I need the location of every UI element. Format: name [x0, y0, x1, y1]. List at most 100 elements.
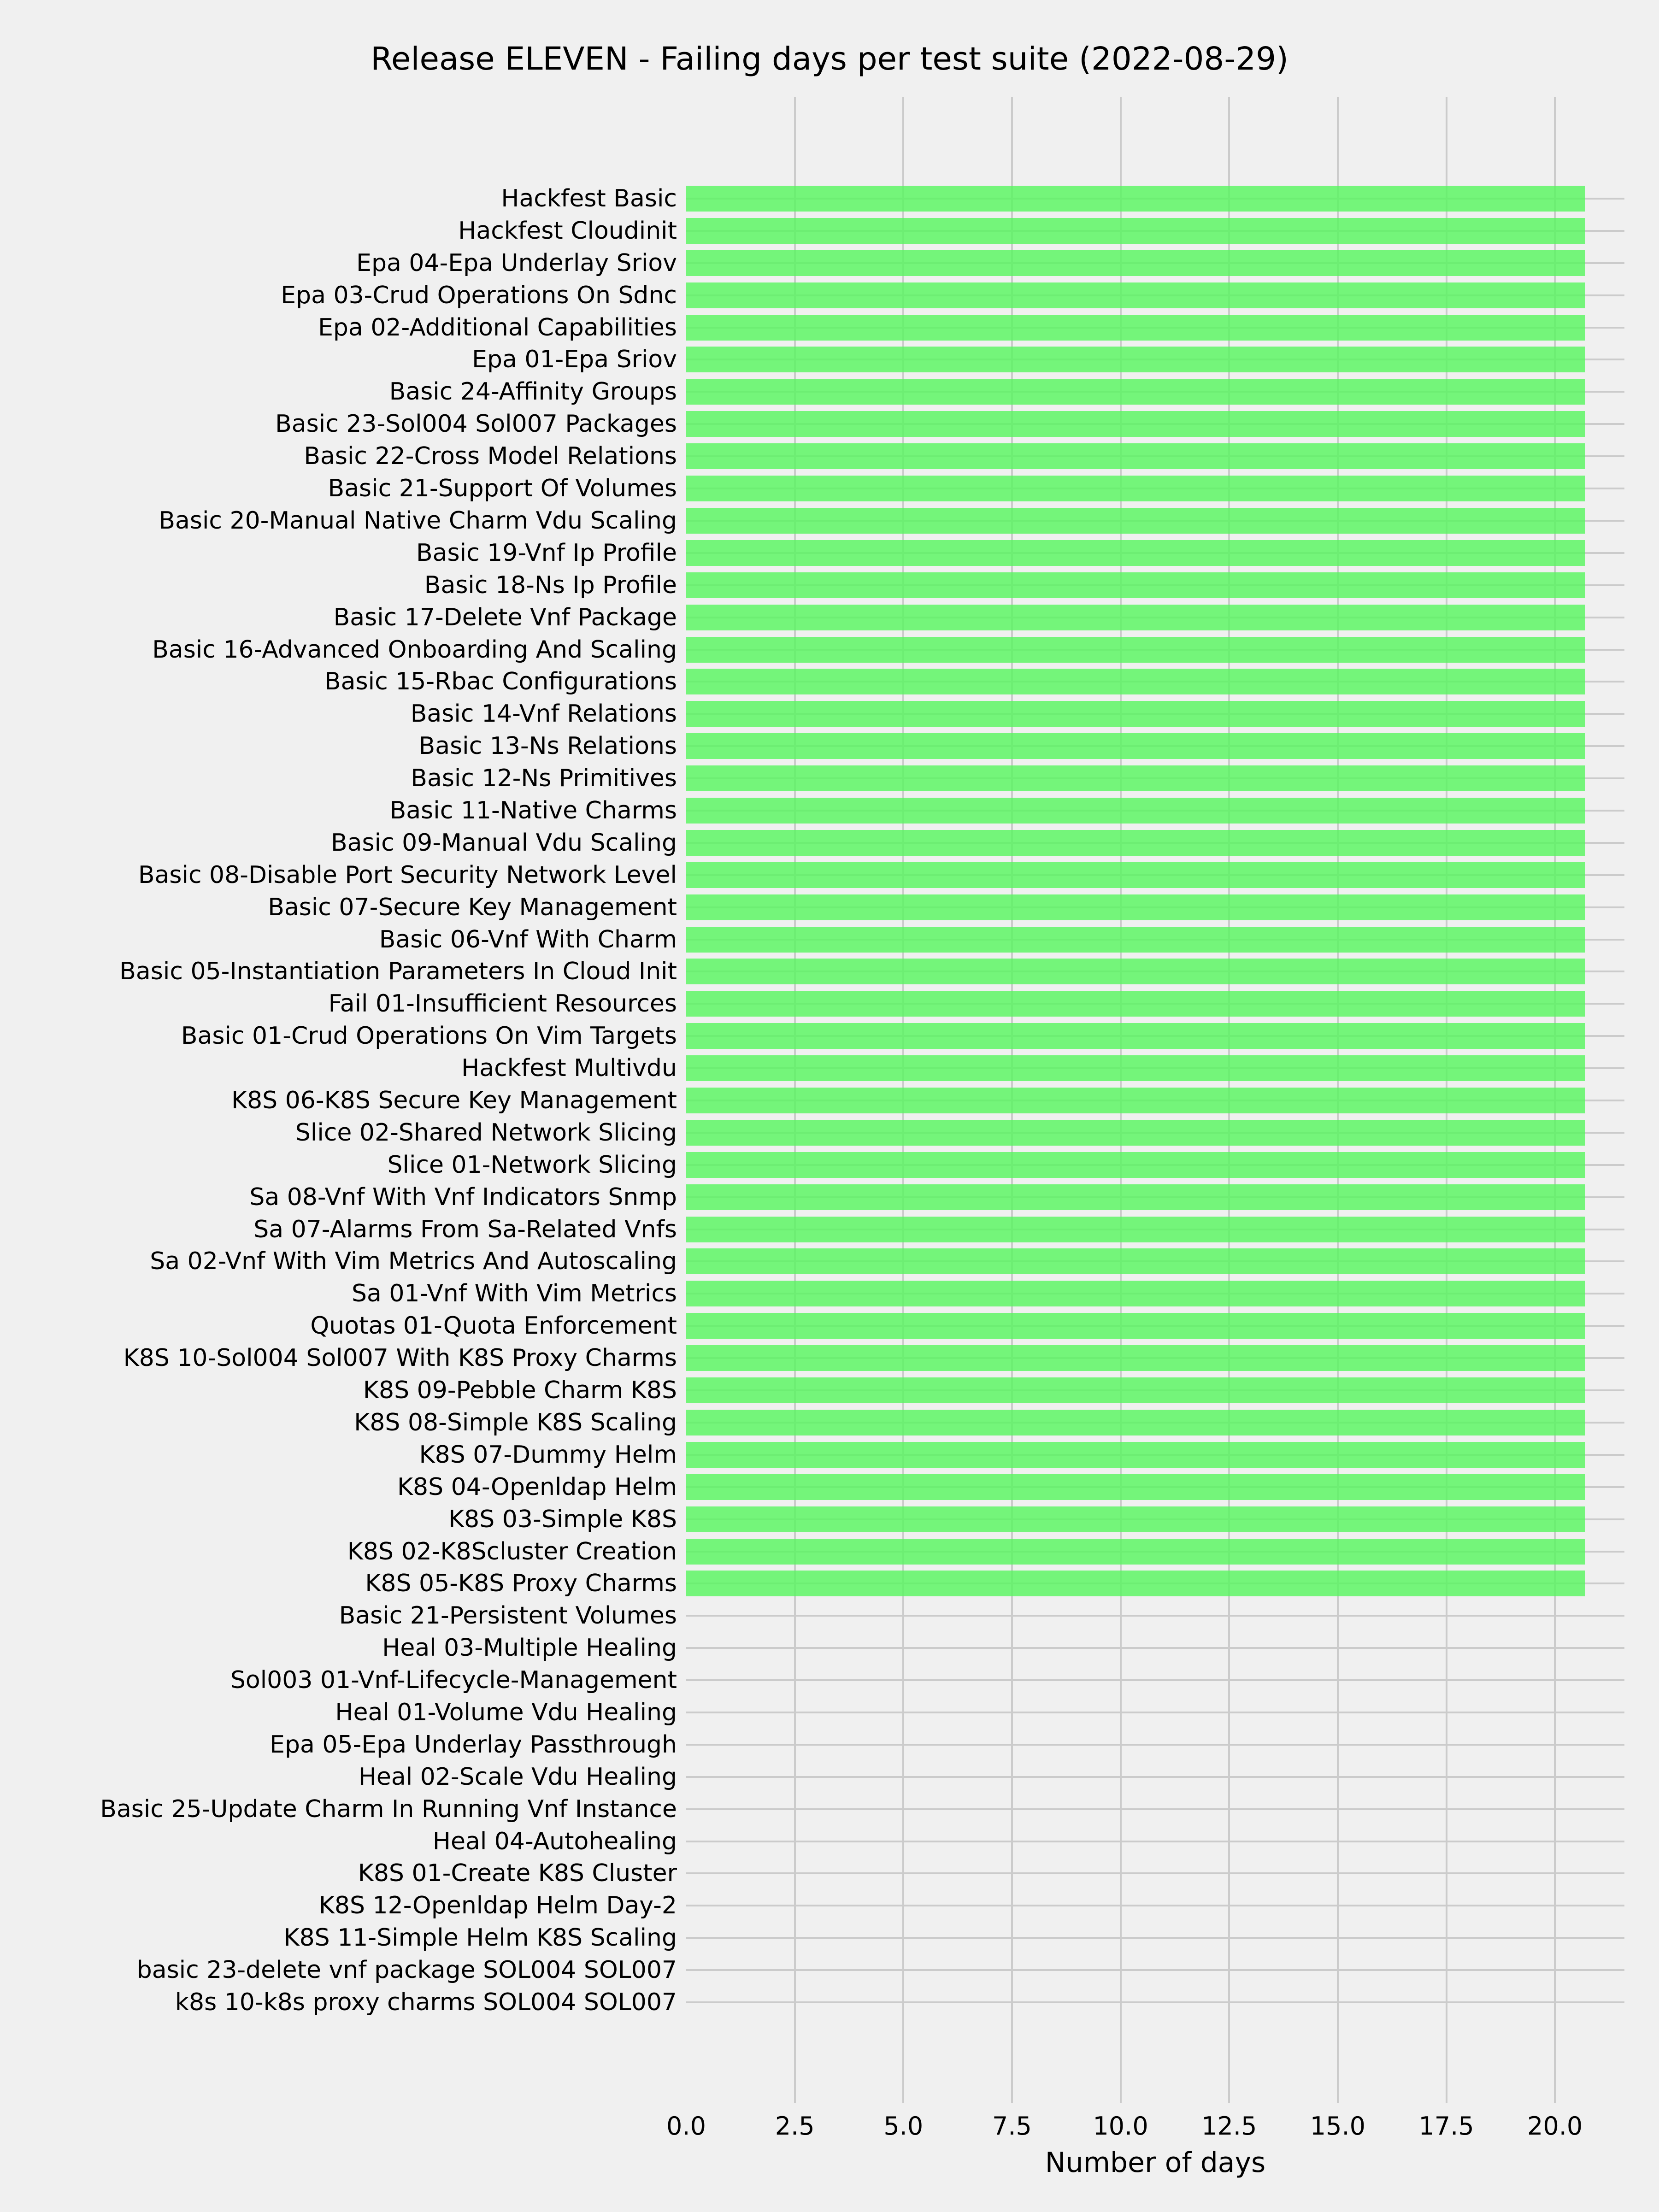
y-tick-label: Hackfest Cloudinit	[458, 217, 677, 245]
y-tick-label: Heal 03-Multiple Healing	[382, 1634, 677, 1662]
y-tick-label: K8S 12-Openldap Helm Day-2	[318, 1892, 677, 1920]
y-tick-label: Epa 05-Epa Underlay Passthrough	[270, 1730, 677, 1759]
gridline-horizontal	[686, 1905, 1624, 1907]
y-tick-label: Basic 21-Persistent Volumes	[339, 1602, 677, 1630]
bar	[686, 926, 1586, 953]
y-tick-label: K8S 04-Openldap Helm	[397, 1473, 677, 1501]
gridline-horizontal	[686, 1969, 1624, 1971]
bar	[686, 636, 1586, 663]
bar	[686, 894, 1586, 920]
y-tick-label: Sol003 01-Vnf-Lifecycle-Management	[230, 1666, 677, 1694]
y-tick-label: Slice 01-Network Slicing	[387, 1151, 677, 1179]
y-tick-label: Basic 13-Ns Relations	[418, 732, 677, 760]
bar	[686, 1474, 1586, 1500]
chart-title: Release ELEVEN - Failing days per test s…	[371, 41, 1288, 77]
y-tick-label: K8S 09-Pebble Charm K8S	[363, 1377, 677, 1405]
y-tick-label: K8S 03-Simple K8S	[448, 1505, 677, 1533]
gridline-horizontal	[686, 1937, 1624, 1939]
bar	[686, 347, 1586, 373]
y-tick-label: Epa 04-Epa Underlay Sriov	[356, 249, 677, 277]
x-tick-label: 15.0	[1310, 2112, 1365, 2141]
bar	[686, 797, 1586, 824]
y-tick-label: Hackfest Multivdu	[461, 1054, 677, 1082]
y-tick-label: Basic 08-Disable Port Security Network L…	[138, 861, 677, 889]
y-tick-label: Basic 05-Instantiation Parameters In Clo…	[119, 958, 677, 986]
y-tick-label: Sa 07-Alarms From Sa-Related Vnfs	[253, 1215, 677, 1243]
y-tick-label: K8S 08-Simple K8S Scaling	[354, 1408, 677, 1436]
y-tick-label: k8s 10-k8s proxy charms SOL004 SOL007	[175, 1988, 677, 2016]
gridline-horizontal	[686, 1808, 1624, 1810]
bar	[686, 830, 1586, 856]
bar	[686, 1506, 1586, 1532]
y-tick-label: Heal 02-Scale Vdu Healing	[358, 1763, 677, 1791]
x-tick-label: 12.5	[1201, 2112, 1257, 2141]
y-tick-label: Basic 16-Advanced Onboarding And Scaling	[152, 635, 677, 664]
y-tick-label: Epa 01-Epa Sriov	[472, 346, 677, 374]
x-tick-label: 17.5	[1418, 2112, 1474, 2141]
bar	[686, 1152, 1586, 1178]
y-tick-label: Basic 06-Vnf With Charm	[379, 925, 677, 953]
x-tick-label: 20.0	[1527, 2112, 1583, 2141]
x-tick-label: 0.0	[666, 2112, 706, 2141]
y-tick-label: Basic 07-Secure Key Management	[268, 893, 677, 921]
y-tick-label: K8S 11-Simple Helm K8S Scaling	[283, 1924, 677, 1952]
y-tick-label: Basic 01-Crud Operations On Vim Targets	[181, 1022, 677, 1050]
bar	[686, 314, 1586, 341]
bar	[686, 411, 1586, 437]
y-tick-label: Basic 19-Vnf Ip Profile	[416, 539, 677, 567]
bar	[686, 604, 1586, 630]
y-tick-label: Heal 01-Volume Vdu Healing	[335, 1698, 677, 1726]
y-tick-label: Basic 12-Ns Primitives	[411, 765, 677, 793]
y-tick-label: K8S 05-K8S Proxy Charms	[365, 1570, 677, 1598]
gridline-horizontal	[686, 1840, 1624, 1842]
gridline-horizontal	[686, 1743, 1624, 1746]
y-tick-label: Slice 02-Shared Network Slicing	[295, 1118, 677, 1147]
bar	[686, 1313, 1586, 1339]
bar	[686, 669, 1586, 695]
x-axis-label: Number of days	[1045, 2147, 1266, 2179]
gridline-horizontal	[686, 1647, 1624, 1649]
bar	[686, 507, 1586, 534]
bar	[686, 540, 1586, 566]
gridline-horizontal	[686, 1679, 1624, 1682]
y-tick-label: Quotas 01-Quota Enforcement	[310, 1312, 677, 1340]
gridline-horizontal	[686, 2001, 1624, 2003]
bar	[686, 991, 1586, 1017]
gridline-horizontal	[686, 1776, 1624, 1778]
bar	[686, 1055, 1586, 1082]
bar	[686, 1441, 1586, 1468]
y-tick-label: K8S 02-K8Scluster Creation	[347, 1537, 677, 1565]
y-tick-label: Epa 03-Crud Operations On Sdnc	[281, 281, 677, 309]
bar	[686, 218, 1586, 244]
bar	[686, 282, 1586, 308]
y-tick-label: Basic 15-Rbac Configurations	[324, 668, 677, 696]
y-tick-label: Sa 02-Vnf With Vim Metrics And Autoscali…	[150, 1247, 677, 1276]
plot-area	[686, 97, 1624, 2103]
bar	[686, 186, 1586, 212]
bar	[686, 1345, 1586, 1371]
y-tick-label: Basic 09-Manual Vdu Scaling	[330, 829, 677, 857]
x-tick-label: 2.5	[775, 2112, 815, 2141]
x-tick-label: 5.0	[883, 2112, 924, 2141]
y-tick-label: Basic 11-Native Charms	[389, 796, 677, 824]
y-tick-label: basic 23-delete vnf package SOL004 SOL00…	[136, 1956, 677, 1984]
bar	[686, 476, 1586, 502]
gridline-horizontal	[686, 1711, 1624, 1713]
bar	[686, 250, 1586, 276]
y-tick-label: Basic 17-Delete Vnf Package	[333, 603, 677, 631]
bar	[686, 572, 1586, 598]
bar	[686, 1377, 1586, 1404]
bar	[686, 959, 1586, 985]
bar	[686, 1281, 1586, 1307]
x-tick-label: 7.5	[992, 2112, 1032, 2141]
bar	[686, 733, 1586, 759]
y-tick-label: K8S 07-Dummy Helm	[419, 1441, 677, 1469]
bar	[686, 1248, 1586, 1275]
y-tick-label: Sa 01-Vnf With Vim Metrics	[351, 1280, 677, 1308]
gridline-horizontal	[686, 1615, 1624, 1617]
bar	[686, 862, 1586, 888]
bar	[686, 1409, 1586, 1435]
bar	[686, 1184, 1586, 1210]
y-tick-label: Heal 04-Autohealing	[432, 1827, 677, 1855]
bar	[686, 1023, 1586, 1049]
